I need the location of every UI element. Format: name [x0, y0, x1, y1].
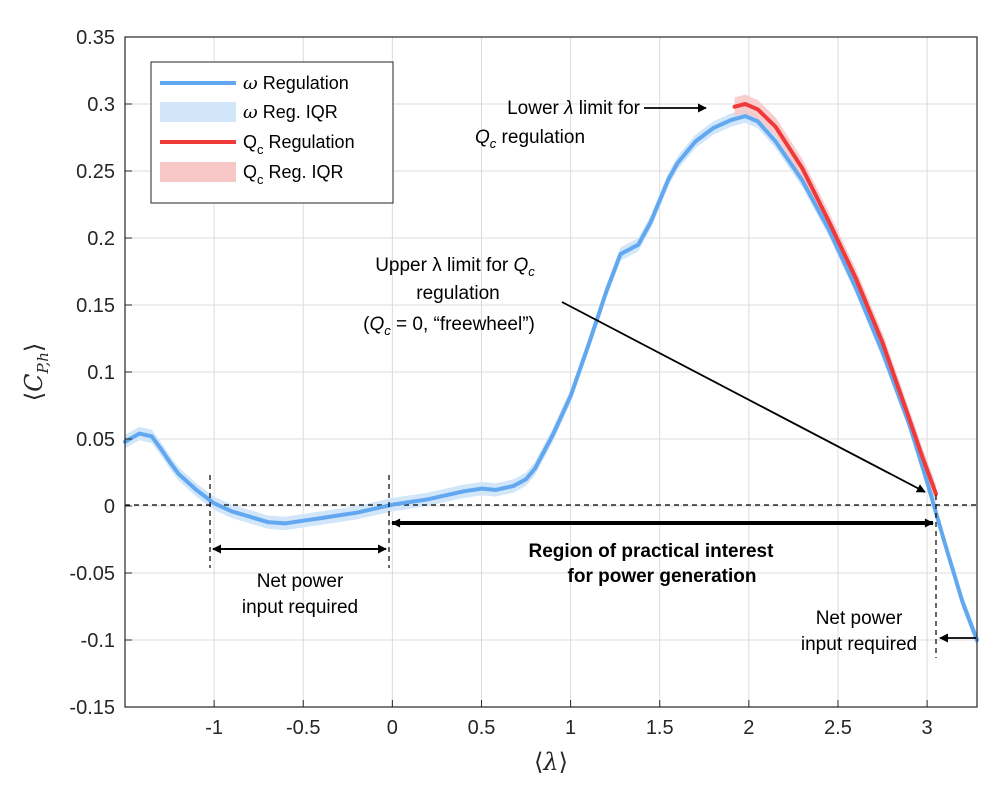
annotation-net-left-line1: Net power	[257, 571, 344, 592]
series-line-omega	[123, 114, 979, 642]
series-lines	[123, 102, 979, 642]
x-tick-label: 3	[922, 717, 933, 739]
iqr-band-omega	[125, 109, 977, 647]
x-tick-label: 1.5	[646, 717, 674, 739]
y-tick-label: 0.1	[87, 362, 115, 384]
annotation-net-right-line1: Net power	[816, 608, 903, 629]
y-tick-label: 0.15	[76, 295, 115, 317]
annotation-upper-limit-line3: (Qc = 0, “freewheel”)	[363, 314, 535, 338]
y-tick-label: 0.35	[76, 27, 115, 49]
y-tick-label: 0.05	[76, 429, 115, 451]
upper-limit-arrow	[561, 301, 926, 493]
x-tick-label: 0	[387, 717, 398, 739]
annotation-region-line2: for power generation	[568, 566, 757, 587]
annotation-lower-limit-line1: Lower λ limit for	[507, 98, 641, 119]
y-tick-label: 0.25	[76, 161, 115, 183]
legend-swatch-q-iqr	[160, 162, 236, 182]
x-tick-label: 2.5	[824, 717, 852, 739]
legend-label-q-iqr: Qc Reg. IQR	[243, 162, 344, 187]
legend-label-q-reg: Qc Regulation	[243, 132, 355, 157]
annotation-upper-limit-line1: Upper λ limit for Qc	[375, 255, 535, 279]
x-axis-label: ⟨λ⟩	[534, 748, 568, 776]
annotation-upper-limit-line2: regulation	[416, 283, 499, 304]
annotation-net-right-line2: input required	[801, 634, 917, 655]
x-tick-label: 1	[565, 717, 576, 739]
annotation-region-line1: Region of practical interest	[529, 541, 775, 562]
series-line-qc	[732, 102, 938, 496]
tick-labels: -1 -0.5 0 0.5 1 1.5 2 2.5 3 -0.15 -0.1 -0.05 0 0.05 0.…	[69, 27, 932, 739]
x-tick-label: 0.5	[468, 717, 496, 739]
x-tick-label: 2	[743, 717, 754, 739]
annotation-lower-limit-line2: Qc regulation	[475, 127, 585, 151]
y-tick-label: 0.2	[87, 228, 115, 250]
x-tick-label: -0.5	[286, 717, 320, 739]
annotation-net-left-line2: input required	[242, 597, 358, 618]
iqr-bands	[125, 94, 977, 647]
x-tick-label: -1	[205, 717, 223, 739]
y-tick-label: -0.1	[81, 630, 115, 652]
y-tick-label: 0	[104, 496, 115, 518]
y-tick-label: 0.3	[87, 94, 115, 116]
y-tick-label: -0.05	[69, 563, 115, 585]
legend-swatch-w-iqr	[160, 102, 236, 122]
legend-label-w-reg: ω Regulation	[243, 73, 349, 94]
y-tick-label: -0.15	[69, 697, 115, 719]
legend: ω Regulation ω Reg. IQR Qc Regulation Qc…	[150, 61, 394, 204]
legend-label-w-iqr: ω Reg. IQR	[243, 102, 338, 123]
